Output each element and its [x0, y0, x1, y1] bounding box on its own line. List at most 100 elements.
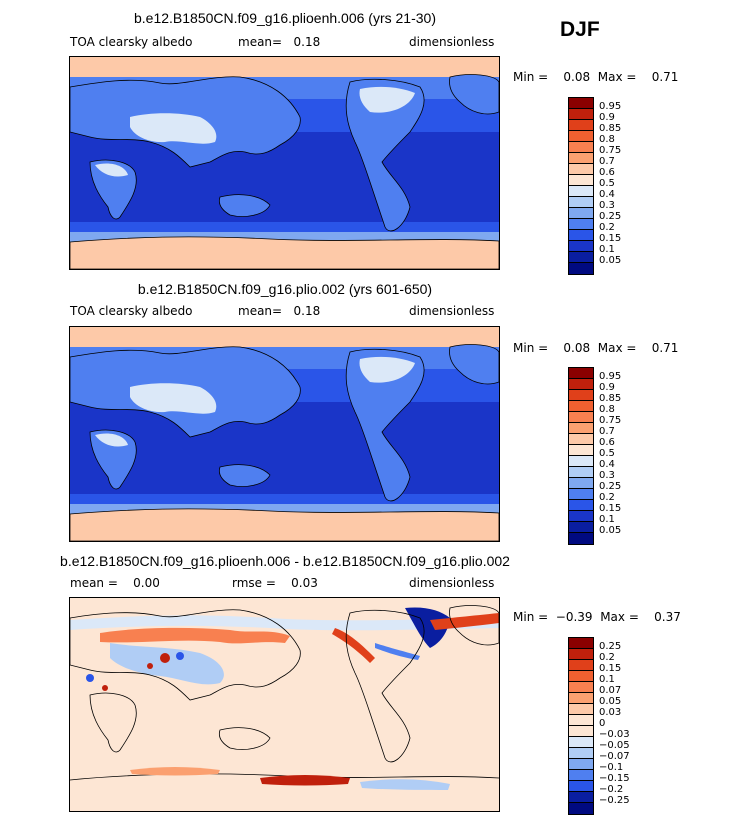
colorbar-swatch	[569, 792, 593, 803]
colorbar-tick-label: −0.15	[599, 773, 630, 784]
colorbar-swatch	[569, 142, 593, 153]
colorbar-swatch	[569, 230, 593, 241]
colorbar-tick-label: −0.2	[599, 784, 624, 795]
colorbar-swatch	[569, 682, 593, 693]
panel1-colorbar	[568, 97, 594, 275]
colorbar-swatch	[569, 693, 593, 704]
colorbar-swatch	[569, 153, 593, 164]
colorbar-swatch	[569, 511, 593, 522]
colorbar-tick-label: 0.03	[599, 707, 622, 718]
colorbar-tick-label: 0.9	[599, 112, 615, 123]
panel1-mean-label: mean= 0.18	[238, 35, 321, 49]
colorbar-swatch	[569, 120, 593, 131]
colorbar-tick-label: 0.1	[599, 244, 615, 255]
colorbar-tick-label: 0.25	[599, 641, 622, 652]
panel3-map-svg	[70, 598, 499, 811]
colorbar-tick-label: 0.3	[599, 200, 615, 211]
colorbar-tick-label: 0.05	[599, 525, 622, 536]
colorbar-swatch	[569, 412, 593, 423]
panel2-colorbar	[568, 367, 594, 545]
colorbar-tick-label: 0.4	[599, 189, 615, 200]
colorbar-swatch	[569, 748, 593, 759]
colorbar-tick-label: 0.95	[599, 371, 622, 382]
panel3-minmax: Min = −0.39 Max = 0.37	[513, 610, 681, 624]
colorbar-swatch	[569, 434, 593, 445]
colorbar-tick-label: 0.15	[599, 663, 622, 674]
colorbar-swatch	[569, 467, 593, 478]
colorbar-tick-label: 0.6	[599, 437, 615, 448]
colorbar-swatch	[569, 726, 593, 737]
colorbar-swatch	[569, 98, 593, 109]
colorbar-swatch	[569, 649, 593, 660]
colorbar-tick-label: 0.85	[599, 123, 622, 134]
colorbar-tick-label: 0.07	[599, 685, 622, 696]
panel3-mean-label: mean = 0.00	[70, 576, 160, 590]
panel3-colorbar-labels: 0.25 0.2 0.15 0.1 0.07 0.05 0.03 0 −0.03 −0.05 −0.…	[599, 637, 659, 817]
colorbar-tick-label: −0.25	[599, 795, 630, 806]
season-label: DJF	[560, 18, 600, 41]
colorbar-tick-label: 0.1	[599, 514, 615, 525]
colorbar-tick-label: 0.4	[599, 459, 615, 470]
colorbar-swatch	[569, 803, 593, 814]
colorbar-swatch	[569, 533, 593, 544]
colorbar-swatch	[569, 241, 593, 252]
colorbar-tick-label: 0.5	[599, 178, 615, 189]
colorbar-swatch	[569, 164, 593, 175]
colorbar-swatch	[569, 759, 593, 770]
colorbar-tick-label: 0.15	[599, 233, 622, 244]
colorbar-swatch	[569, 109, 593, 120]
colorbar-tick-label: −0.03	[599, 729, 630, 740]
colorbar-tick-label: 0.5	[599, 448, 615, 459]
colorbar-tick-label: 0.3	[599, 470, 615, 481]
colorbar-swatch	[569, 390, 593, 401]
colorbar-swatch	[569, 704, 593, 715]
colorbar-tick-label: 0.2	[599, 492, 615, 503]
colorbar-swatch	[569, 737, 593, 748]
panel3-title: b.e12.B1850CN.f09_g16.plioenh.006 - b.e1…	[60, 553, 510, 569]
colorbar-swatch	[569, 263, 593, 274]
colorbar-tick-label: 0.7	[599, 156, 615, 167]
colorbar-tick-label: 0.2	[599, 222, 615, 233]
panel1-variable-label: TOA clearsky albedo	[70, 35, 193, 49]
panel1-map	[69, 56, 500, 270]
panel3-units-label: dimensionless	[409, 576, 495, 590]
colorbar-tick-label: 0.05	[599, 696, 622, 707]
colorbar-swatch	[569, 770, 593, 781]
colorbar-swatch	[569, 175, 593, 186]
colorbar-tick-label: 0.05	[599, 255, 622, 266]
panel2-title: b.e12.B1850CN.f09_g16.plio.002 (yrs 601-…	[137, 281, 433, 297]
colorbar-tick-label: 0.75	[599, 145, 622, 156]
colorbar-tick-label: 0.1	[599, 674, 615, 685]
colorbar-tick-label: −0.1	[599, 762, 624, 773]
colorbar-swatch	[569, 131, 593, 142]
panel2-minmax: Min = 0.08 Max = 0.71	[513, 341, 679, 355]
colorbar-tick-label: 0	[599, 718, 606, 729]
colorbar-swatch	[569, 660, 593, 671]
colorbar-swatch	[569, 478, 593, 489]
colorbar-swatch	[569, 197, 593, 208]
colorbar-swatch	[569, 638, 593, 649]
panel2-colorbar-labels: 0.95 0.9 0.85 0.8 0.75 0.7 0.6 0.5 0.4 0.3 0.25 0.2…	[599, 367, 659, 547]
colorbar-tick-label: 0.25	[599, 481, 622, 492]
colorbar-tick-label: 0.7	[599, 426, 615, 437]
colorbar-swatch	[569, 715, 593, 726]
colorbar-swatch	[569, 781, 593, 792]
colorbar-swatch	[569, 423, 593, 434]
colorbar-swatch	[569, 489, 593, 500]
colorbar-swatch	[569, 401, 593, 412]
panel2-map-svg	[70, 327, 499, 541]
colorbar-swatch	[569, 379, 593, 390]
panel1-colorbar-labels: 0.95 0.9 0.85 0.8 0.75 0.7 0.6 0.5 0.4 0.3 0.25 0.2…	[599, 97, 659, 277]
colorbar-tick-label: 0.85	[599, 393, 622, 404]
colorbar-tick-label: 0.8	[599, 134, 615, 145]
colorbar-swatch	[569, 456, 593, 467]
panel1-units-label: dimensionless	[409, 35, 495, 49]
panel1-title: b.e12.B1850CN.f09_g16.plioenh.006 (yrs 2…	[134, 10, 436, 26]
panel2-units-label: dimensionless	[409, 304, 495, 318]
colorbar-swatch	[569, 368, 593, 379]
colorbar-swatch	[569, 219, 593, 230]
panel3-colorbar	[568, 637, 594, 815]
colorbar-swatch	[569, 186, 593, 197]
colorbar-tick-label: 0.9	[599, 382, 615, 393]
colorbar-tick-label: 0.6	[599, 167, 615, 178]
